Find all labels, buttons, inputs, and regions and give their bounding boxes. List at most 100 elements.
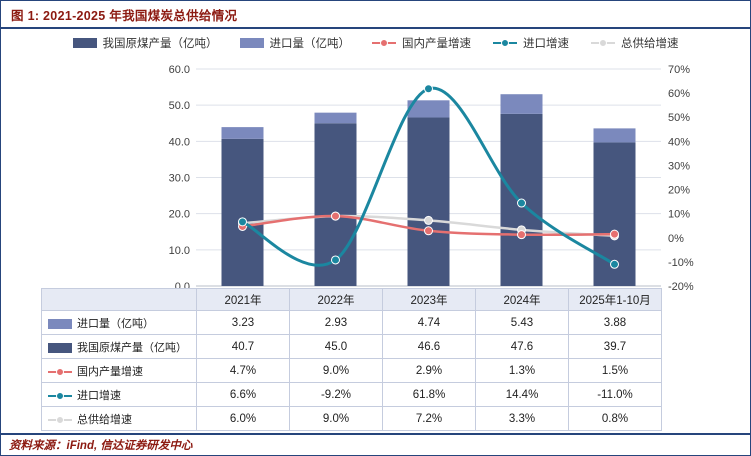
table-cell: 9.0% <box>289 358 383 383</box>
left-axis-tick-label: 10.0 <box>169 245 190 257</box>
legend-item: 总供给增速 <box>591 35 679 51</box>
row-label-text: 进口增速 <box>77 389 121 402</box>
line-marker-icon <box>372 38 396 48</box>
right-axis-tick-label: 10% <box>668 209 690 221</box>
table-cell: 2.93 <box>289 310 383 335</box>
bar-swatch-icon <box>48 342 72 353</box>
legend-label: 国内产量增速 <box>402 38 471 50</box>
table-cell: 5.43 <box>475 310 569 335</box>
row-label-text: 进口量（亿吨） <box>77 317 154 330</box>
bar-swatch-icon <box>72 38 97 48</box>
right-axis-tick-label: -10% <box>668 257 694 269</box>
data-point-marker <box>424 215 433 225</box>
data-point-marker <box>424 84 433 94</box>
left-axis-tick-label: 60.0 <box>169 64 190 76</box>
table-row-label: 进口增速 <box>41 382 197 407</box>
table-cell: -9.2% <box>289 382 383 407</box>
table-row: 国内产量增速 4.7% 9.0% 2.9% 1.3% 1.5% <box>41 358 662 383</box>
figure-footer: 资料来源：iFind, 信达证券研发中心 <box>1 433 750 455</box>
legend-label: 总供给增速 <box>621 38 679 50</box>
legend-item: 国内产量增速 <box>372 35 471 51</box>
bar-segment <box>500 94 543 114</box>
table-row-label: 进口量（亿吨） <box>41 310 197 335</box>
table-row: 总供给增速 6.0% 9.0% 7.2% 3.3% 0.8% <box>41 406 662 431</box>
row-label-text: 总供给增速 <box>77 413 132 426</box>
data-point-marker <box>610 259 619 269</box>
bar-segment <box>593 128 636 143</box>
figure-title: 图 1: 2021-2025 年我国煤炭总供给情况 <box>11 8 238 23</box>
table-cell: 2.9% <box>382 358 476 383</box>
data-point-marker <box>331 255 340 265</box>
bar-segment <box>407 100 450 118</box>
table-cell: 1.5% <box>568 358 662 383</box>
table-cell: 4.74 <box>382 310 476 335</box>
right-axis-tick-label: -20% <box>668 281 694 291</box>
line-marker-icon <box>48 415 72 425</box>
left-axis-tick-label: 40.0 <box>169 136 190 148</box>
table-cell: 0.8% <box>568 406 662 431</box>
combo-chart: 0.0 10.0 20.0 30.0 40.0 50.0 60.0 -20% -10% 0% 10%… <box>169 64 694 291</box>
chart-legend: 我国原煤产量（亿吨） 进口量（亿吨） 国内产量增速 进口增速 总供给增速 <box>1 31 750 55</box>
table-col-header: 2023年 <box>382 288 476 311</box>
data-point-marker <box>238 217 247 227</box>
legend-label: 我国原煤产量（亿吨） <box>102 38 218 50</box>
legend-item: 我国原煤产量（亿吨） <box>72 35 218 51</box>
point-dot <box>599 39 607 47</box>
data-point-marker <box>517 198 526 208</box>
table-col-header: 2021年 <box>196 288 290 311</box>
table-cell: 3.23 <box>196 310 290 335</box>
table-cell: 1.3% <box>475 358 569 383</box>
line-marker-icon <box>48 367 72 377</box>
right-axis-tick-label: 70% <box>668 64 690 76</box>
bar-segment <box>221 127 264 139</box>
data-point-marker <box>517 230 526 240</box>
row-label-text: 我国原煤产量（亿吨） <box>77 341 187 354</box>
row-label-text: 国内产量增速 <box>77 365 143 378</box>
left-axis-tick-label: 0.0 <box>175 281 190 291</box>
bar-segment <box>407 117 450 286</box>
table-row-label: 总供给增速 <box>41 406 197 431</box>
table-cell: 40.7 <box>196 334 290 359</box>
bar-segment <box>221 138 264 286</box>
table-cell: 3.3% <box>475 406 569 431</box>
legend-item: 进口增速 <box>493 35 569 51</box>
left-axis-tick-label: 50.0 <box>169 100 190 112</box>
table-cell: 3.88 <box>568 310 662 335</box>
legend-label: 进口量（亿吨） <box>269 38 351 50</box>
table-row: 进口增速 6.6% -9.2% 61.8% 14.4% -11.0% <box>41 382 662 407</box>
bar-swatch-icon <box>239 38 264 48</box>
figure-header: 图 1: 2021-2025 年我国煤炭总供给情况 <box>1 1 750 29</box>
right-axis-tick-label: 20% <box>668 185 690 197</box>
bar-segment <box>314 112 357 124</box>
table-cell: 61.8% <box>382 382 476 407</box>
right-axis-tick-label: 60% <box>668 88 690 100</box>
point-dot <box>56 391 64 400</box>
point-dot <box>501 39 509 47</box>
point-dot <box>56 415 64 424</box>
table-row: 我国原煤产量（亿吨） 40.7 45.0 46.6 47.6 39.7 <box>41 334 662 359</box>
left-axis-tick-label: 30.0 <box>169 173 190 185</box>
table-cell: 4.7% <box>196 358 290 383</box>
source-text: 资料来源：iFind, 信达证券研发中心 <box>9 440 193 452</box>
table-cell: 6.0% <box>196 406 290 431</box>
data-point-marker <box>331 211 340 221</box>
table-header-row: 2021年 2022年 2023年 2024年 2025年1-10月 <box>41 288 662 311</box>
legend-item: 进口量（亿吨） <box>239 35 351 51</box>
data-table: 2021年 2022年 2023年 2024年 2025年1-10月进口量（亿吨） 3.2… <box>41 288 662 431</box>
table-cell: 9.0% <box>289 406 383 431</box>
line-marker-icon <box>48 391 72 401</box>
data-table-wrap: 2021年 2022年 2023年 2024年 2025年1-10月进口量（亿吨） 3.2… <box>41 288 662 431</box>
table-cell: 46.6 <box>382 334 476 359</box>
table-corner-cell <box>41 288 197 311</box>
point-dot <box>56 367 64 376</box>
bar-swatch-icon <box>48 318 72 329</box>
table-cell: 14.4% <box>475 382 569 407</box>
left-axis-tick-label: 20.0 <box>169 209 190 221</box>
data-point-marker <box>424 226 433 236</box>
table-col-header: 2025年1-10月 <box>568 288 662 311</box>
table-cell: 45.0 <box>289 334 383 359</box>
point-dot <box>380 39 388 47</box>
table-row: 进口量（亿吨） 3.23 2.93 4.74 5.43 3.88 <box>41 310 662 335</box>
table-cell: 6.6% <box>196 382 290 407</box>
